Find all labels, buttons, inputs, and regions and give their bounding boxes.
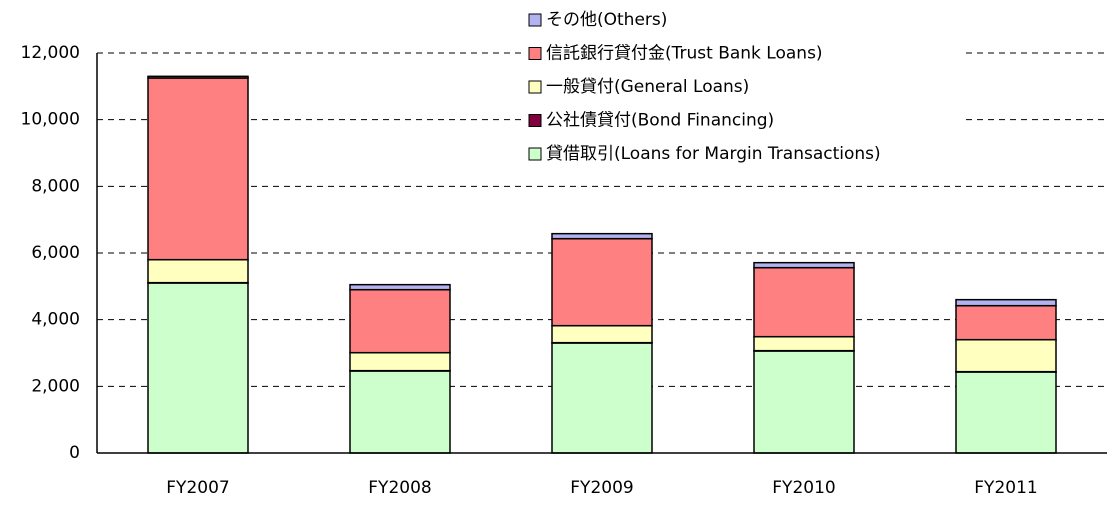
- x-tick-label: FY2011: [974, 478, 1037, 498]
- y-tick-label: 12,000: [21, 43, 80, 63]
- bar-segment: [148, 283, 248, 453]
- bar-segment: [754, 351, 854, 453]
- y-tick-label: 4,000: [31, 310, 80, 330]
- bar-segment: [754, 337, 854, 351]
- legend-swatch: [529, 48, 541, 60]
- bar-segment: [552, 343, 652, 453]
- y-tick-label: 0: [69, 443, 80, 463]
- legend-label: 一般貸付(General Loans): [546, 77, 749, 97]
- bar-segment: [552, 239, 652, 326]
- y-tick-label: 6,000: [31, 243, 80, 263]
- legend-swatch: [529, 14, 541, 26]
- bar-segment: [552, 326, 652, 343]
- bar-segment: [956, 340, 1056, 372]
- bar-segment: [754, 263, 854, 268]
- bar-segment: [956, 300, 1056, 306]
- bar-segment: [956, 306, 1056, 340]
- bar-segment: [754, 268, 854, 337]
- x-tick-label: FY2009: [570, 478, 633, 498]
- bar-segment: [350, 285, 450, 290]
- legend-swatch: [529, 81, 541, 93]
- legend-swatch: [529, 115, 541, 127]
- x-tick-label: FY2008: [368, 478, 431, 498]
- bar-segment: [148, 260, 248, 283]
- y-tick-label: 8,000: [31, 176, 80, 196]
- legend-label: 貸借取引(Loans for Margin Transactions): [546, 144, 881, 164]
- x-tick-label: FY2007: [166, 478, 229, 498]
- bar-segment: [350, 371, 450, 453]
- legend-label: 公社債貸付(Bond Financing): [546, 111, 774, 131]
- legend-label: その他(Others): [546, 10, 667, 30]
- bar-segment: [552, 234, 652, 239]
- legend-label: 信託銀行貸付金(Trust Bank Loans): [546, 44, 823, 64]
- bar-segment: [956, 372, 1056, 453]
- bar-segment: [148, 76, 248, 78]
- bar-segment: [350, 290, 450, 353]
- y-tick-label: 10,000: [21, 110, 80, 130]
- bar-segment: [148, 78, 248, 260]
- bar-segment: [350, 353, 450, 371]
- x-tick-label: FY2010: [772, 478, 835, 498]
- y-tick-label: 2,000: [31, 376, 80, 396]
- legend-swatch: [529, 148, 541, 160]
